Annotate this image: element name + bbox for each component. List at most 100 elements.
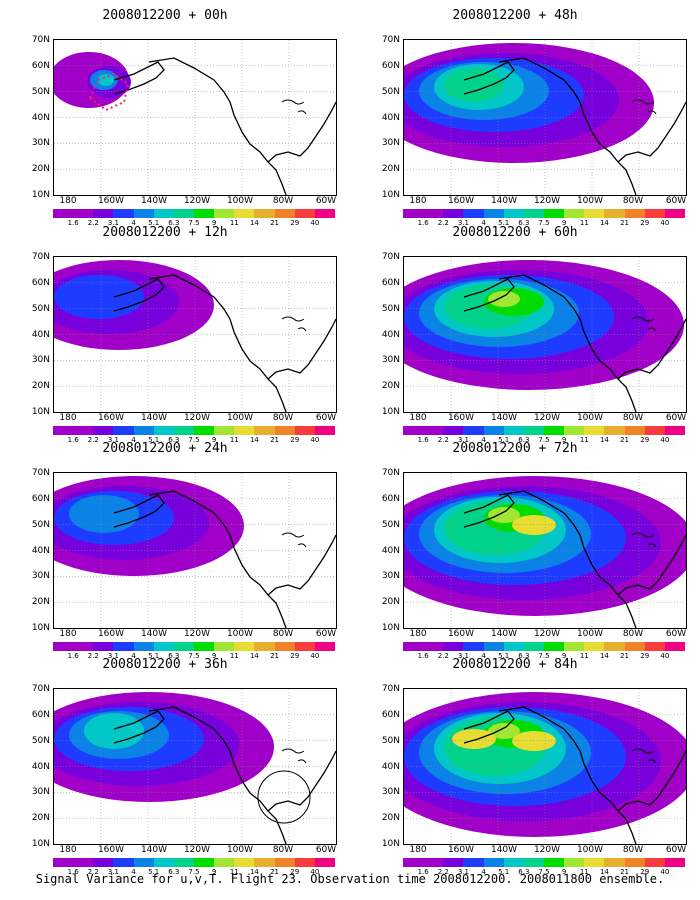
lon-tick-label: 80W bbox=[272, 845, 294, 855]
lon-tick-label: 120W bbox=[533, 196, 561, 206]
colorbar-swatch bbox=[443, 209, 464, 218]
colorbar-swatch bbox=[463, 642, 484, 651]
variance-blob bbox=[98, 74, 114, 86]
colorbar-swatch bbox=[423, 858, 444, 867]
colorbar-swatch bbox=[274, 858, 295, 867]
colorbar-swatch bbox=[664, 209, 685, 218]
figure-caption: Signal Variance for u,v,T. Flight 23. Ob… bbox=[35, 872, 665, 886]
colorbar-swatch bbox=[584, 858, 605, 867]
variance-blob bbox=[54, 275, 144, 319]
lon-tick-label: 100W bbox=[576, 845, 604, 855]
lon-tick-label: 140W bbox=[140, 845, 168, 855]
colorbar-label: 5.1 bbox=[148, 868, 160, 876]
colorbar-label: 6.3 bbox=[168, 219, 180, 227]
lat-tick-label: 40N bbox=[381, 761, 400, 772]
lat-tick-label: 50N bbox=[31, 86, 50, 97]
lat-tick-label: 10N bbox=[31, 839, 50, 849]
colorbar-label: 21 bbox=[620, 652, 630, 660]
alaska-coastline bbox=[463, 710, 515, 744]
colorbar-swatch bbox=[644, 426, 665, 435]
colorbar-swatch bbox=[193, 209, 215, 218]
colorbar-swatch bbox=[644, 858, 665, 867]
lat-tick-label: 40N bbox=[31, 761, 50, 772]
lon-tick-label: 160W bbox=[97, 845, 125, 855]
alaska-coastline bbox=[113, 61, 165, 95]
colorbar-swatch bbox=[314, 858, 335, 867]
colorbar-label: 9 bbox=[561, 219, 567, 227]
coastline bbox=[148, 490, 336, 628]
colorbar-swatch bbox=[624, 642, 645, 651]
lat-tick-label: 20N bbox=[31, 164, 50, 175]
lon-tick-label: 160W bbox=[97, 629, 125, 639]
colorbar-swatch bbox=[214, 426, 235, 435]
colorbar-swatch bbox=[193, 858, 215, 867]
lon-tick-label: 60W bbox=[315, 196, 337, 206]
colorbar-swatch bbox=[543, 858, 565, 867]
colorbar-swatch bbox=[294, 642, 315, 651]
panel-title: 2008012200 + 60h bbox=[452, 225, 578, 240]
lat-tick-label: 60N bbox=[381, 493, 400, 504]
colorbar-swatch bbox=[584, 426, 605, 435]
colorbar-label: 5.1 bbox=[148, 652, 160, 660]
colorbar-swatch bbox=[483, 642, 504, 651]
lon-tick-label: 80W bbox=[272, 196, 294, 206]
colorbar-swatch bbox=[73, 209, 94, 218]
gridlines bbox=[404, 689, 686, 844]
colorbar-swatch bbox=[443, 642, 464, 651]
lon-tick-label: 140W bbox=[490, 196, 518, 206]
colorbar-swatch bbox=[254, 426, 275, 435]
colorbar-swatch bbox=[463, 858, 484, 867]
colorbar-label: 14 bbox=[249, 219, 259, 227]
lat-tick-label: 30N bbox=[381, 355, 400, 366]
variance-blob bbox=[488, 507, 520, 523]
lat-tick-label: 50N bbox=[381, 303, 400, 314]
colorbar-labels: 1.6 2.2 3.1 4 5.1 6.3 7.5 9 11 14 21 29 40 bbox=[53, 436, 335, 446]
colorbar-swatch bbox=[73, 426, 94, 435]
lon-tick-label: 80W bbox=[272, 629, 294, 639]
lon-tick-label: 100W bbox=[226, 196, 254, 206]
lon-tick-label: 180 bbox=[409, 629, 427, 639]
colorbar-swatch bbox=[173, 642, 194, 651]
colorbar-swatch bbox=[254, 858, 275, 867]
colorbar-swatch bbox=[173, 209, 194, 218]
colorbar-swatch bbox=[584, 642, 605, 651]
colorbar-label: 6.3 bbox=[518, 436, 530, 444]
lon-tick-label: 140W bbox=[490, 845, 518, 855]
lon-tick-label: 180 bbox=[59, 629, 77, 639]
lat-tick-label: 10N bbox=[31, 407, 50, 417]
colorbar-swatch bbox=[153, 209, 174, 218]
colorbar-label: 7.5 bbox=[538, 436, 550, 444]
lon-tick-label: 60W bbox=[665, 629, 687, 639]
colorbar-label: 6.3 bbox=[518, 652, 530, 660]
colorbar-label: 40 bbox=[310, 436, 320, 444]
colorbar-label: 5.1 bbox=[498, 436, 510, 444]
map-svg bbox=[404, 689, 686, 844]
lon-tick-label: 120W bbox=[183, 845, 211, 855]
forecast-panel: 2008012200 + 36h 70N 60N 50N 40N 30N 20N 10N 180… bbox=[20, 657, 350, 876]
colorbar-label: 14 bbox=[249, 868, 259, 876]
lat-tick-label: 50N bbox=[31, 303, 50, 314]
variance-blob bbox=[488, 291, 520, 307]
colorbar-swatch bbox=[274, 426, 295, 435]
variance-blob bbox=[512, 731, 556, 751]
colorbar-label: 29 bbox=[290, 219, 300, 227]
colorbar-swatch bbox=[624, 209, 645, 218]
colorbar-swatch bbox=[423, 209, 444, 218]
lon-tick-label: 180 bbox=[409, 845, 427, 855]
colorbar-swatch bbox=[443, 426, 464, 435]
variance-field bbox=[404, 43, 654, 163]
colorbar-swatch bbox=[274, 209, 295, 218]
colorbar-labels: 1.6 2.2 3.1 4 5.1 6.3 7.5 9 11 14 21 29 40 bbox=[53, 868, 335, 878]
coastline bbox=[498, 706, 686, 844]
lat-tick-label: 70N bbox=[31, 468, 50, 478]
colorbar-label: 4 bbox=[131, 436, 136, 444]
colorbar bbox=[403, 426, 685, 435]
coastline bbox=[148, 706, 336, 844]
colorbar-swatch bbox=[584, 209, 605, 218]
lon-tick-label: 100W bbox=[576, 196, 604, 206]
colorbar-swatch bbox=[53, 642, 74, 651]
colorbar-swatch bbox=[93, 642, 114, 651]
colorbar-label: 7.5 bbox=[188, 652, 200, 660]
variance-blob bbox=[452, 729, 496, 749]
colorbar-swatch bbox=[113, 858, 134, 867]
